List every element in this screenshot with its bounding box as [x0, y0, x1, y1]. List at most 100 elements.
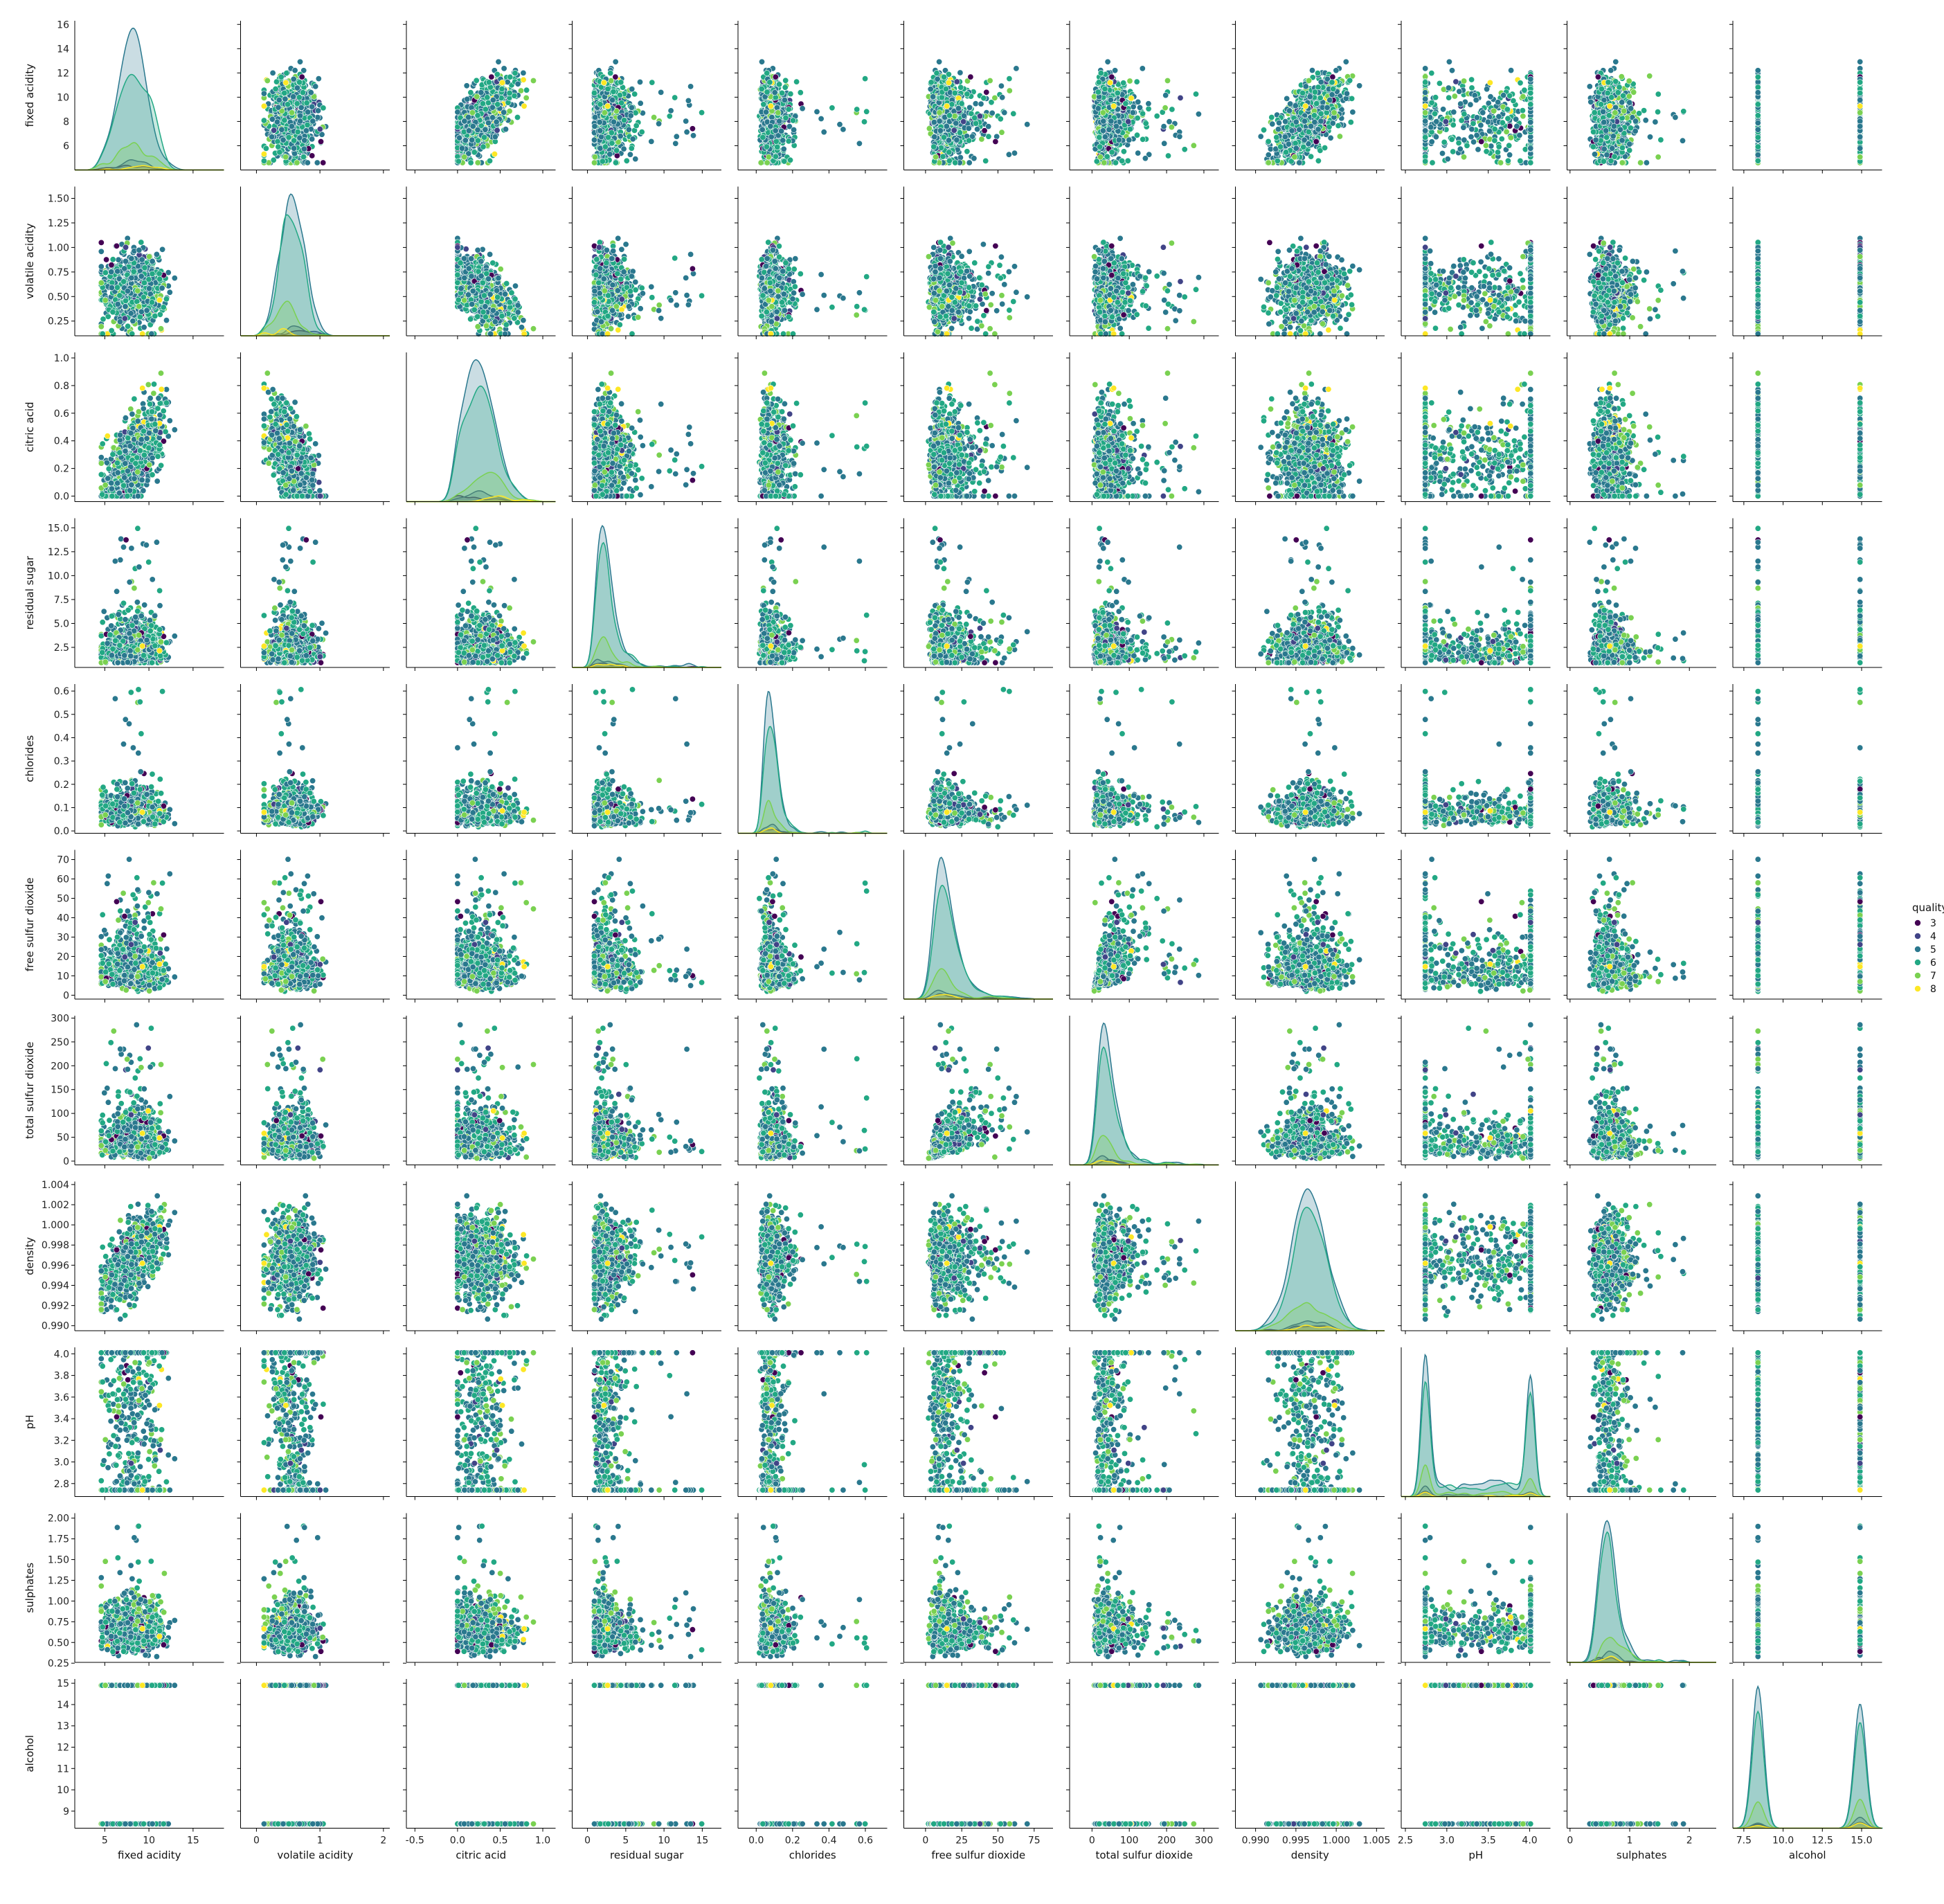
point-quality-6 — [672, 95, 678, 100]
point-quality-6 — [1169, 107, 1175, 112]
point-quality-6 — [296, 95, 302, 100]
y-tick-label: 6 — [63, 141, 69, 152]
point-quality-7 — [775, 110, 781, 116]
point-quality-8 — [261, 103, 267, 109]
point-quality-5 — [777, 118, 782, 124]
point-quality-6 — [973, 120, 978, 126]
point-quality-6 — [862, 75, 867, 81]
point-quality-5 — [954, 137, 960, 143]
y-tick-label: 10 — [57, 92, 69, 103]
point-quality-5 — [629, 105, 634, 110]
panel-fixed-acidity-vs-volatile-acidity — [237, 21, 390, 174]
point-quality-6 — [480, 100, 485, 106]
point-quality-4 — [960, 118, 966, 124]
point-quality-5 — [1011, 150, 1017, 156]
point-quality-6 — [507, 74, 513, 80]
point-quality-5 — [628, 113, 633, 118]
point-quality-5 — [649, 138, 654, 144]
point-quality-5 — [840, 127, 846, 132]
point-quality-5 — [1002, 109, 1007, 115]
point-quality-7 — [530, 78, 536, 83]
point-quality-5 — [966, 160, 972, 165]
point-quality-6 — [261, 158, 267, 163]
point-quality-8 — [601, 80, 606, 85]
point-quality-6 — [787, 157, 793, 163]
point-quality-6 — [275, 138, 280, 144]
point-quality-3 — [984, 89, 989, 95]
point-quality-5 — [638, 100, 643, 106]
point-quality-3 — [993, 138, 998, 144]
point-quality-5 — [261, 91, 267, 96]
point-quality-6 — [261, 118, 267, 123]
point-quality-5 — [301, 146, 307, 152]
point-quality-7 — [602, 110, 607, 116]
point-quality-6 — [512, 70, 518, 75]
point-quality-6 — [1165, 153, 1171, 159]
point-quality-6 — [305, 122, 310, 127]
point-quality-6 — [608, 70, 613, 75]
point-quality-5 — [821, 129, 827, 135]
point-quality-5 — [462, 138, 468, 143]
point-quality-5 — [1135, 150, 1141, 156]
point-quality-6 — [296, 80, 302, 85]
point-quality-6 — [959, 100, 964, 106]
panel-fixed-acidity-vs-total-sulfur-dioxide — [1066, 21, 1219, 174]
point-quality-8 — [283, 80, 289, 85]
panel-fixed-acidity-vs-chlorides — [735, 21, 888, 174]
point-quality-7 — [523, 95, 529, 100]
point-quality-5 — [305, 109, 311, 115]
point-quality-6 — [273, 86, 278, 91]
point-quality-4 — [954, 79, 960, 84]
point-quality-5 — [485, 120, 491, 125]
point-quality-3 — [321, 160, 326, 165]
point-quality-5 — [465, 96, 470, 102]
point-quality-6 — [761, 102, 766, 107]
point-quality-6 — [783, 115, 789, 120]
point-quality-5 — [494, 119, 499, 125]
point-quality-6 — [471, 150, 477, 155]
point-quality-6 — [609, 141, 615, 146]
point-quality-3 — [690, 126, 695, 132]
point-quality-7 — [1007, 88, 1012, 93]
point-quality-7 — [979, 136, 984, 142]
point-quality-6 — [485, 95, 490, 100]
point-quality-6 — [514, 114, 520, 120]
point-quality-6 — [295, 129, 300, 134]
point-quality-5 — [781, 146, 786, 152]
point-quality-3 — [773, 74, 778, 80]
point-quality-5 — [618, 133, 623, 138]
point-quality-8 — [521, 103, 527, 109]
point-quality-6 — [300, 90, 305, 96]
point-quality-5 — [768, 123, 773, 129]
point-quality-5 — [687, 84, 693, 89]
point-quality-6 — [775, 144, 780, 150]
y-tick-label: 12 — [57, 68, 69, 79]
point-quality-6 — [953, 160, 958, 165]
point-quality-5 — [971, 156, 977, 161]
point-quality-5 — [930, 94, 936, 100]
point-quality-5 — [931, 119, 937, 125]
point-quality-6 — [271, 157, 276, 163]
point-quality-5 — [515, 81, 521, 87]
point-quality-7 — [933, 154, 938, 160]
point-quality-7 — [766, 154, 771, 160]
point-quality-6 — [273, 79, 279, 84]
point-quality-6 — [475, 138, 480, 143]
point-quality-7 — [952, 114, 957, 119]
point-quality-6 — [788, 91, 793, 96]
point-quality-6 — [1011, 111, 1016, 116]
point-quality-5 — [459, 145, 465, 151]
point-quality-6 — [966, 138, 971, 143]
point-quality-7 — [937, 110, 942, 116]
point-quality-5 — [818, 116, 824, 121]
point-quality-6 — [941, 74, 946, 80]
point-quality-6 — [946, 150, 952, 155]
point-quality-5 — [630, 136, 636, 142]
point-quality-6 — [507, 90, 512, 96]
point-quality-6 — [983, 158, 989, 163]
point-quality-6 — [286, 134, 291, 140]
point-quality-5 — [759, 127, 765, 132]
point-quality-5 — [674, 134, 679, 139]
